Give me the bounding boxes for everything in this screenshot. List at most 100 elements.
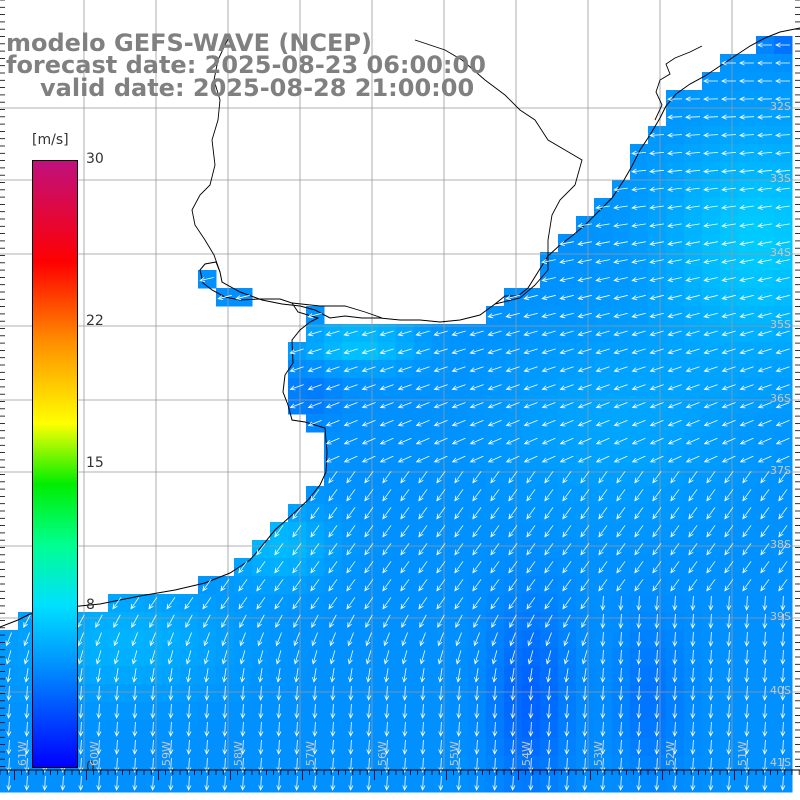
wind-arrow (757, 420, 772, 427)
wind-arrow (400, 579, 410, 592)
longitude-label: 56W (376, 741, 389, 766)
wind-arrow (757, 259, 772, 264)
wind-arrow (649, 455, 664, 463)
wind-arrow (600, 685, 606, 701)
wind-arrow (636, 649, 642, 665)
wind-arrow (328, 471, 338, 484)
wind-arrow (523, 420, 538, 427)
wind-arrow (419, 650, 426, 665)
wind-arrow (563, 632, 570, 647)
wind-arrow (436, 471, 446, 484)
wind-arrow (742, 579, 752, 592)
wind-arrow (649, 222, 664, 228)
wind-arrow (775, 437, 790, 445)
wind-arrow (328, 543, 338, 556)
wind-arrow (418, 543, 428, 556)
wind-arrow (545, 632, 552, 647)
wind-arrow (397, 384, 412, 391)
wind-arrow (42, 775, 48, 791)
wind-arrow (690, 613, 696, 629)
wind-arrow (150, 668, 156, 683)
wind-arrow (310, 507, 320, 520)
wind-arrow (397, 330, 412, 337)
wind-arrow (616, 561, 626, 574)
wind-arrow (490, 489, 500, 502)
wind-arrow (618, 595, 624, 611)
wind-arrow (257, 614, 265, 629)
wind-arrow (636, 685, 642, 701)
wind-arrow (505, 437, 520, 445)
wind-arrow (203, 650, 210, 665)
wind-arrow (95, 650, 102, 665)
wind-arrow (667, 294, 682, 301)
wind-arrow (636, 667, 642, 683)
wind-arrow (634, 525, 644, 538)
wind-arrow (672, 721, 678, 737)
wind-arrow (312, 685, 318, 701)
wind-arrow (510, 721, 516, 737)
wind-arrow (454, 471, 464, 484)
wind-arrow (688, 561, 698, 574)
wind-arrow (634, 561, 644, 574)
wind-arrow (670, 471, 680, 484)
wind-arrow (667, 259, 682, 264)
wind-arrow (541, 294, 556, 301)
wind-arrow (469, 330, 484, 337)
wind-arrow (491, 632, 498, 647)
wind-arrow (293, 614, 301, 629)
wind-arrow (672, 595, 678, 611)
wind-arrow (757, 384, 772, 391)
wind-arrow (420, 739, 426, 755)
latitude-label: 41S (770, 756, 791, 769)
wind-arrow (703, 96, 719, 102)
wind-arrow (690, 721, 696, 737)
wind-arrow (775, 366, 790, 373)
wind-arrow (276, 775, 282, 791)
wind-arrow (235, 294, 250, 301)
wind-arrow (739, 348, 754, 355)
wind-arrow (595, 240, 610, 246)
wind-arrow (256, 543, 266, 556)
wind-arrow (400, 507, 410, 520)
wind-arrow (433, 420, 448, 427)
wind-arrow (348, 739, 354, 755)
wind-arrow (294, 703, 300, 719)
wind-arrow (256, 561, 266, 574)
wind-arrow (78, 721, 84, 737)
wind-arrow (744, 631, 750, 647)
wind-arrow (780, 613, 786, 629)
wind-arrow (456, 703, 462, 719)
wind-arrow (600, 721, 606, 737)
wind-arrow (634, 489, 644, 502)
wind-arrow (708, 739, 714, 755)
wind-arrow (436, 489, 446, 502)
wind-arrow (289, 384, 304, 391)
wind-arrow (757, 204, 772, 210)
wind-arrow (598, 507, 608, 520)
wind-arrow (582, 721, 588, 737)
wind-arrow (505, 294, 520, 301)
wind-arrow (505, 348, 520, 355)
wind-arrow (312, 739, 318, 755)
wind-arrow (613, 222, 628, 228)
wind-arrow (726, 721, 732, 737)
wind-arrow (600, 667, 606, 683)
wind-arrow (294, 739, 300, 755)
wind-arrow (346, 597, 356, 610)
wind-arrow (508, 471, 518, 484)
wind-arrow (415, 330, 430, 337)
wind-arrow (760, 579, 770, 592)
wind-arrow (505, 366, 520, 373)
wind-arrow (415, 384, 430, 391)
wind-arrow (325, 455, 340, 463)
wind-arrow (418, 489, 428, 502)
wind-arrow (293, 632, 300, 647)
wind-arrow (526, 507, 536, 520)
wind-arrow (438, 685, 444, 701)
wind-arrow (472, 525, 482, 538)
wind-arrow (762, 775, 768, 791)
wind-arrow (240, 703, 246, 719)
wind-arrow (433, 455, 448, 463)
wind-arrow (274, 561, 284, 574)
wind-arrow (762, 685, 768, 701)
